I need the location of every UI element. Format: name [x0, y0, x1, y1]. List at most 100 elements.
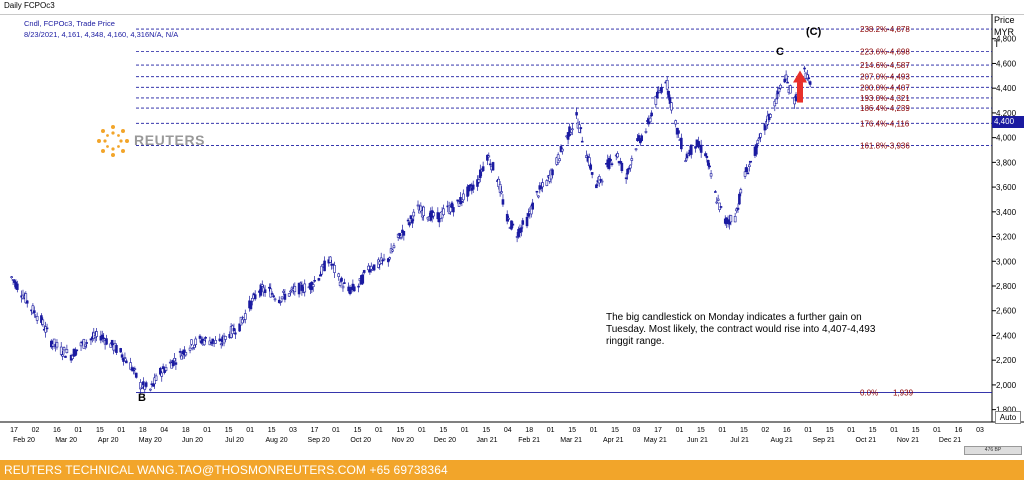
candle-body — [575, 112, 578, 116]
candle-body — [154, 375, 158, 381]
candle-body — [471, 184, 475, 190]
candle-body — [469, 184, 472, 187]
candle-body — [531, 202, 534, 210]
candle-body — [769, 114, 772, 118]
legend-line-2: 8/23/2021, 4,161, 4,348, 4,160, 4,316N/A… — [24, 30, 179, 39]
candle-body — [561, 148, 564, 152]
candle-body — [59, 346, 63, 355]
candle-body — [629, 164, 632, 169]
candle-body — [143, 385, 147, 390]
candle-body — [719, 206, 723, 208]
candle-body — [41, 319, 45, 325]
candle-body — [398, 232, 401, 237]
candle-body — [347, 286, 350, 292]
y-tick-label: 3,600 — [996, 183, 1017, 192]
y-tick-label: 2,800 — [996, 282, 1017, 291]
candle-body — [409, 215, 413, 220]
x-month-label: Mar 20 — [55, 437, 77, 444]
candle-body — [269, 288, 273, 298]
candle-body — [738, 193, 741, 205]
candle-body — [161, 366, 165, 370]
x-month-label: Jan 21 — [476, 437, 497, 444]
up-arrow-head — [793, 70, 807, 83]
candle-body — [505, 213, 509, 222]
candle-body — [749, 160, 753, 163]
x-month-label: Jun 20 — [182, 437, 203, 444]
x-month-label: May 20 — [139, 437, 162, 444]
x-month-label: Apr 20 — [98, 437, 119, 444]
candle-body — [125, 360, 128, 364]
candle-body — [317, 278, 321, 281]
candle-body — [569, 132, 573, 135]
candle-body — [238, 323, 241, 332]
candle-body — [784, 74, 788, 80]
candle-body — [590, 172, 594, 175]
wave-label-c-large: (C) — [806, 26, 822, 38]
candle-body — [299, 282, 302, 285]
candle-body — [704, 153, 707, 157]
y-tick-label: 2,400 — [996, 331, 1017, 340]
candle-body — [399, 237, 403, 240]
candle-body — [61, 354, 64, 357]
x-day-label: 01 — [676, 427, 684, 434]
candle-body — [122, 357, 125, 362]
candle-body — [129, 362, 132, 370]
y-tick-label: 3,200 — [996, 233, 1017, 242]
price-axis-header-line-2: MYR — [994, 27, 1014, 37]
candle-body — [341, 285, 345, 289]
candle-body — [65, 349, 69, 354]
candle-body — [774, 98, 778, 105]
y-tick-label: 2,600 — [996, 307, 1017, 316]
candle-body — [619, 160, 622, 164]
fib-label: 193.0%-4,321 — [860, 94, 910, 103]
candle-body — [660, 86, 663, 93]
candle-body — [694, 146, 697, 149]
candle-body — [419, 205, 423, 212]
auto-scale-button[interactable]: Auto — [995, 411, 1021, 424]
candle-body — [232, 328, 236, 332]
candle-body — [144, 382, 148, 387]
x-day-label: 15 — [268, 427, 276, 434]
x-day-label: 01 — [804, 427, 812, 434]
x-month-label: May 21 — [644, 437, 667, 444]
candle-body — [589, 164, 593, 170]
candle-body — [40, 315, 43, 323]
candle-body — [191, 347, 195, 350]
fib-label: 223.6%-4,698 — [860, 47, 910, 56]
candle-body — [44, 326, 47, 333]
candle-body — [743, 171, 747, 177]
candle-body — [139, 382, 142, 390]
candle-body — [677, 130, 680, 134]
chart-scrollbar[interactable]: 476 BP — [964, 446, 1022, 455]
candle-body — [259, 284, 263, 296]
window-title: Daily FCPOc3 — [4, 1, 55, 10]
candle-body — [412, 211, 416, 217]
x-day-label: 18 — [525, 427, 533, 434]
candle-body — [756, 140, 760, 144]
candle-body — [610, 163, 614, 165]
candle-body — [456, 199, 459, 202]
candle-body — [11, 279, 15, 281]
x-day-label: 17 — [654, 427, 662, 434]
x-day-label: 02 — [32, 427, 40, 434]
candle-body — [234, 332, 237, 335]
x-day-label: 15 — [568, 427, 576, 434]
x-day-label: 16 — [53, 427, 61, 434]
fib-label: 161.8%-3,936 — [860, 142, 910, 151]
candle-body — [289, 290, 292, 293]
x-day-label: 04 — [504, 427, 512, 434]
fib-zero-value-label: 1,939 — [893, 388, 914, 397]
y-tick-label: 3,400 — [996, 208, 1017, 217]
candle-body — [670, 102, 673, 111]
candle-body — [343, 282, 346, 284]
candle-body — [173, 357, 176, 362]
fib-label: 207.0%-4,493 — [860, 73, 910, 82]
x-month-label: Jun 21 — [687, 437, 708, 444]
candle-body — [545, 180, 549, 186]
x-day-label: 01 — [375, 427, 383, 434]
x-month-label: Jul 21 — [730, 437, 749, 444]
candle-body — [449, 206, 452, 213]
candle-body — [497, 178, 501, 187]
candle-body — [75, 349, 79, 352]
candle-body — [133, 368, 137, 370]
